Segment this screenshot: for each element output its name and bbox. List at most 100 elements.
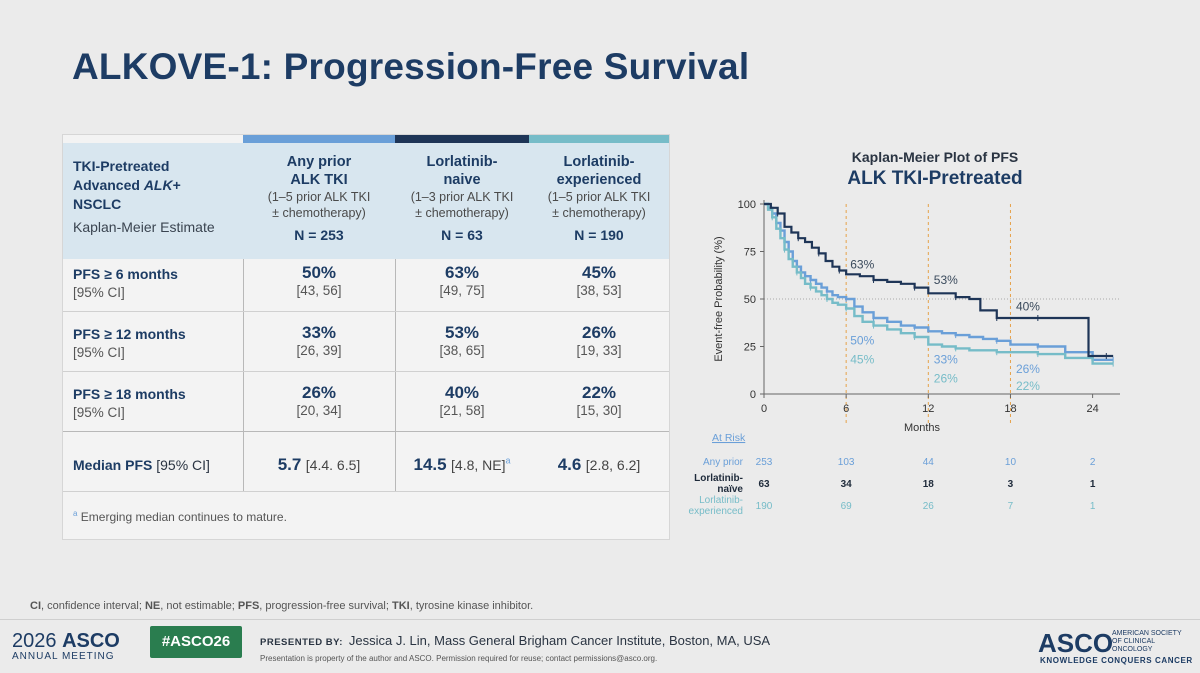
cell-any-median: 5.7 [4.4. 6.5] <box>243 455 395 475</box>
at-risk-value: 10 <box>1005 457 1017 468</box>
y-axis-label: Event-free Probability (%) <box>713 236 725 361</box>
row-header-line2a: Advanced <box>73 177 144 193</box>
at-risk-title: At Risk <box>712 432 746 444</box>
row-label-pfs12: PFS ≥ 12 months [95% CI] <box>73 325 186 362</box>
abbr-def: , not estimable; <box>160 600 238 612</box>
presenter: PRESENTED BY: Jessica J. Lin, Mass Genera… <box>260 633 770 648</box>
abbr-term: NE <box>144 600 161 612</box>
median-value: 4.6 <box>557 455 582 474</box>
chart-subtitle: ALK TKI-Pretreated <box>847 168 1023 189</box>
col-sub2: ± chemotherapy) <box>552 206 646 220</box>
x-tick-label: 6 <box>843 403 849 415</box>
km-annotation: 53% <box>934 273 958 287</box>
abbr-term: TKI <box>391 600 410 612</box>
cell-any-pfs18: 26% [20, 34] <box>243 383 395 418</box>
row-label-median: Median PFS [95% CI] <box>73 457 210 473</box>
km-curve <box>764 202 1114 361</box>
cell-naive-pfs12: 53% [38, 65] <box>395 323 529 358</box>
at-risk-value: 2 <box>1090 457 1096 468</box>
slide-title: ALKOVE-1: Progression-Free Survival <box>72 46 750 87</box>
col-sub1: (1–5 prior ALK TKI <box>267 190 371 204</box>
row-sublabel: [95% CI] <box>73 405 125 420</box>
asco-tagline: KNOWLEDGE CONQUERS CANCER <box>1040 656 1193 665</box>
col-bar-experienced <box>529 135 669 143</box>
y-tick-label: 25 <box>744 342 756 354</box>
cell-any-pfs12: 33% [26, 39] <box>243 323 395 358</box>
cell-value: 22% <box>581 383 617 402</box>
at-risk-value: 7 <box>1008 501 1014 512</box>
cell-value: 26% <box>301 383 337 402</box>
km-annotation: 33% <box>934 353 958 367</box>
row-label-pfs18: PFS ≥ 18 months [95% CI] <box>73 385 186 422</box>
at-risk-value: 44 <box>923 457 935 468</box>
presenter-name: Jessica J. Lin, Mass General Brigham Can… <box>348 633 771 648</box>
median-value: 5.7 <box>277 455 302 474</box>
cell-naive-pfs6: 63% [49, 75] <box>395 263 529 298</box>
km-annotation: 22% <box>1016 379 1040 393</box>
abbr-term: PFS <box>237 600 260 612</box>
km-curve <box>764 202 1114 358</box>
cell-exp-pfs6: 45% [38, 53] <box>529 263 669 298</box>
x-tick-label: 24 <box>1086 403 1098 415</box>
cell-value: 50% <box>301 263 337 282</box>
at-risk-value: 26 <box>923 501 935 512</box>
col-bar-any-prior <box>243 135 395 143</box>
cell-value: 63% <box>444 263 480 282</box>
at-risk-value: 103 <box>838 457 855 468</box>
at-risk-label: experienced <box>689 506 743 517</box>
at-risk-value: 18 <box>923 479 935 490</box>
cell-value: 33% <box>301 323 337 342</box>
km-annotation: 50% <box>850 334 874 348</box>
x-tick-label: 0 <box>761 403 767 415</box>
cell-ci: [38, 65] <box>439 343 485 358</box>
cell-ci: [21, 58] <box>439 403 485 418</box>
at-risk-value: 3 <box>1008 479 1014 490</box>
abbreviations: CI, confidence interval; NE, not estimab… <box>30 600 533 612</box>
median-value: 14.5 <box>413 455 447 474</box>
x-tick-label: 12 <box>922 403 934 415</box>
median-sublabel: [95% CI] <box>156 457 210 473</box>
asco-logo: ASCO <box>1038 628 1114 658</box>
meeting-subtitle: ANNUAL MEETING <box>12 651 115 662</box>
col-header-experienced: Lorlatinib- experienced (1–5 prior ALK T… <box>529 153 669 243</box>
meeting-year: 2026 <box>12 630 57 652</box>
y-tick-label: 75 <box>744 247 756 259</box>
at-risk-label: Lorlatinib- <box>699 495 743 506</box>
col-divider <box>395 259 396 491</box>
at-risk-label: naïve <box>717 484 743 495</box>
cell-ci: [26, 39] <box>296 343 342 358</box>
col-sub1: (1–5 prior ALK TKI <box>547 190 651 204</box>
table-footnote: a Emerging median continues to mature. <box>73 509 287 524</box>
cell-ci: [19, 33] <box>576 343 622 358</box>
footnote-marker: a <box>73 509 78 518</box>
footnote-text: Emerging median continues to mature. <box>80 510 287 524</box>
col-sub2: ± chemotherapy) <box>415 206 509 220</box>
x-tick-label: 18 <box>1004 403 1016 415</box>
col-header-naive: Lorlatinib- naive (1–3 prior ALK TKI ± c… <box>395 153 529 243</box>
row-header-line3: NSCLC <box>73 196 122 212</box>
km-annotation: 63% <box>850 258 874 272</box>
row-divider <box>63 311 669 312</box>
at-risk-value: 1 <box>1090 501 1096 512</box>
cell-ci: [38, 53] <box>576 283 622 298</box>
row-label: PFS ≥ 12 months <box>73 326 186 342</box>
km-annotation: 45% <box>850 353 874 367</box>
median-footnote-marker: a <box>505 455 511 466</box>
row-label: PFS ≥ 18 months <box>73 386 186 402</box>
row-header-line1: TKI-Pretreated <box>73 158 170 174</box>
row-header-label: TKI-Pretreated Advanced ALK+ NSCLC Kapla… <box>73 157 215 237</box>
cell-exp-pfs12: 26% [19, 33] <box>529 323 669 358</box>
abbr-def: , confidence interval; <box>41 600 145 612</box>
median-ci: [4.4. 6.5] <box>305 457 361 473</box>
at-risk-value: 63 <box>758 479 770 490</box>
table-header <box>63 143 669 259</box>
col-head1: Lorlatinib- <box>426 154 498 170</box>
at-risk-label: Any prior <box>703 457 744 468</box>
col-sub1: (1–3 prior ALK TKI <box>410 190 514 204</box>
km-annotation: 26% <box>1016 362 1040 376</box>
row-divider <box>63 491 669 492</box>
median-ci: [4.8, NE] <box>451 457 506 473</box>
cell-exp-pfs18: 22% [15, 30] <box>529 383 669 418</box>
cell-ci: [20, 34] <box>296 403 342 418</box>
km-annotation: 26% <box>934 372 958 386</box>
